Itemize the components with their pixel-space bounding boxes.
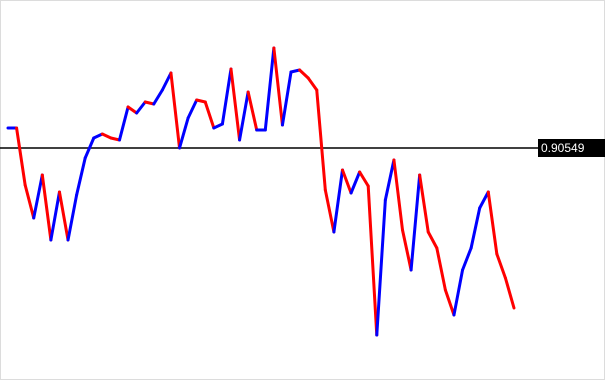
line-segment bbox=[306, 76, 319, 92]
line-segment bbox=[126, 105, 139, 115]
line-segment bbox=[478, 190, 490, 210]
line-segment bbox=[135, 100, 147, 115]
line-segment bbox=[469, 206, 482, 250]
line-segment bbox=[83, 136, 96, 160]
line-segment bbox=[280, 70, 293, 127]
line-segment bbox=[435, 246, 447, 292]
line-segment bbox=[169, 71, 182, 150]
line-segment bbox=[340, 168, 353, 195]
line-segment bbox=[486, 190, 499, 256]
line-segment bbox=[401, 228, 413, 272]
line-segment bbox=[332, 168, 344, 234]
line-segment bbox=[186, 98, 199, 120]
line-segment bbox=[375, 198, 387, 337]
line-segment bbox=[57, 190, 70, 242]
line-segment bbox=[503, 276, 516, 310]
line-segment bbox=[383, 158, 396, 202]
line-segment bbox=[100, 132, 113, 140]
line-segment bbox=[117, 105, 130, 142]
line-segment bbox=[152, 88, 164, 106]
line-segment bbox=[452, 268, 465, 317]
line-segment bbox=[418, 173, 430, 234]
line-segment bbox=[392, 158, 405, 232]
line-segment bbox=[272, 46, 284, 127]
line-segment bbox=[461, 246, 473, 272]
level-label: 0.90549 bbox=[541, 141, 585, 155]
line-segment bbox=[323, 188, 336, 234]
line-segment bbox=[75, 156, 87, 197]
line-segment bbox=[178, 116, 190, 150]
line-segment bbox=[23, 183, 36, 220]
line-segment bbox=[212, 122, 224, 130]
line-segment bbox=[315, 88, 327, 192]
line-segment bbox=[40, 173, 53, 242]
line-segment bbox=[203, 100, 216, 130]
line-segment bbox=[49, 190, 61, 242]
line-segment bbox=[66, 193, 79, 242]
line-segment bbox=[160, 71, 173, 92]
line-segment bbox=[409, 173, 422, 272]
line-segment bbox=[246, 90, 259, 132]
line-segment bbox=[349, 170, 362, 195]
line-segment bbox=[238, 90, 250, 142]
line-segment bbox=[426, 230, 439, 250]
line-segment bbox=[220, 67, 233, 126]
line-segment bbox=[366, 184, 379, 337]
line-segment bbox=[32, 173, 44, 220]
line-segment bbox=[92, 132, 104, 140]
line-segment bbox=[229, 67, 242, 142]
line-segment bbox=[443, 288, 456, 317]
line-segment bbox=[263, 46, 276, 132]
line-segment bbox=[298, 68, 310, 80]
level-label-box bbox=[538, 139, 605, 157]
line-segment bbox=[495, 252, 507, 280]
line-segment bbox=[15, 126, 27, 187]
line-segment bbox=[358, 170, 370, 188]
